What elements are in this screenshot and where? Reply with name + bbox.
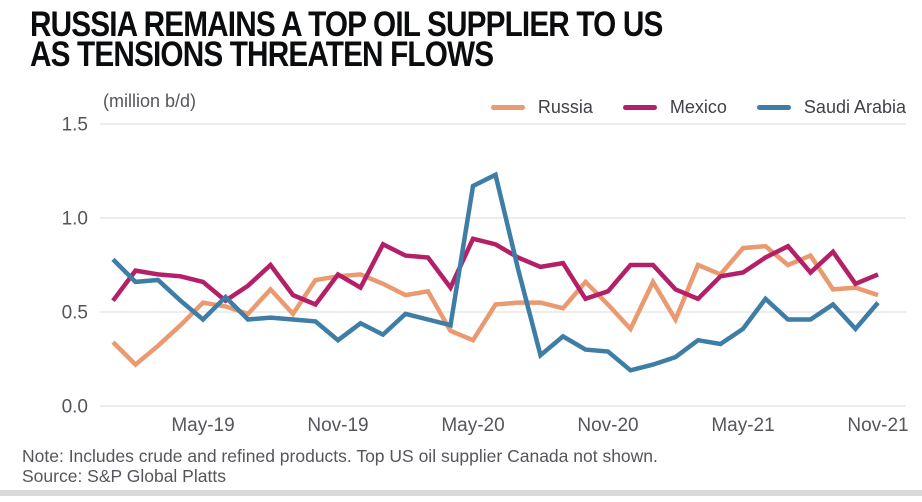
footnote-note: Note: Includes crude and refined product… [22, 446, 658, 466]
series-line-saudi-arabia [111, 171, 880, 373]
x-tick-label: Nov-20 [577, 415, 638, 436]
legend-swatch-mexico [622, 104, 657, 110]
legend-item-mexico: Mexico [622, 96, 727, 118]
x-tick-label: Nov-21 [847, 415, 908, 436]
legend-label: Saudi Arabia [803, 96, 906, 117]
footnote-source: Source: S&P Global Platts [22, 466, 226, 486]
y-axis-unit-label: (million b/d) [103, 91, 197, 111]
x-tick-label: May-19 [171, 415, 234, 436]
x-tick-label: Nov-19 [307, 415, 368, 436]
legend-label: Mexico [669, 96, 727, 117]
chart-title: RUSSIA REMAINS A TOP OIL SUPPLIER TO US … [30, 5, 663, 74]
y-tick-label: 1.5 [62, 115, 88, 136]
x-tick-label: May-20 [441, 415, 504, 436]
x-tick-label: May-21 [711, 415, 774, 436]
bottom-divider-bar [0, 490, 922, 496]
y-tick-label: 1.0 [62, 209, 88, 230]
legend-item-russia: Russia [490, 96, 593, 118]
legend-swatch-saudi-arabia [756, 104, 791, 110]
legend-item-saudi-arabia: Saudi Arabia [756, 96, 906, 118]
legend: Russia Mexico Saudi Arabia [490, 96, 906, 118]
footnote: Note: Includes crude and refined product… [22, 446, 658, 486]
chart-title-line2: AS TENSIONS THREATEN FLOWS [30, 35, 494, 74]
series-line-mexico [111, 236, 879, 308]
legend-label: Russia [537, 96, 593, 117]
y-tick-label: 0.5 [62, 303, 88, 324]
chart-title-line1: RUSSIA REMAINS A TOP OIL SUPPLIER TO US [30, 5, 663, 44]
legend-swatch-russia [490, 104, 525, 110]
y-tick-label: 0.0 [62, 397, 88, 418]
